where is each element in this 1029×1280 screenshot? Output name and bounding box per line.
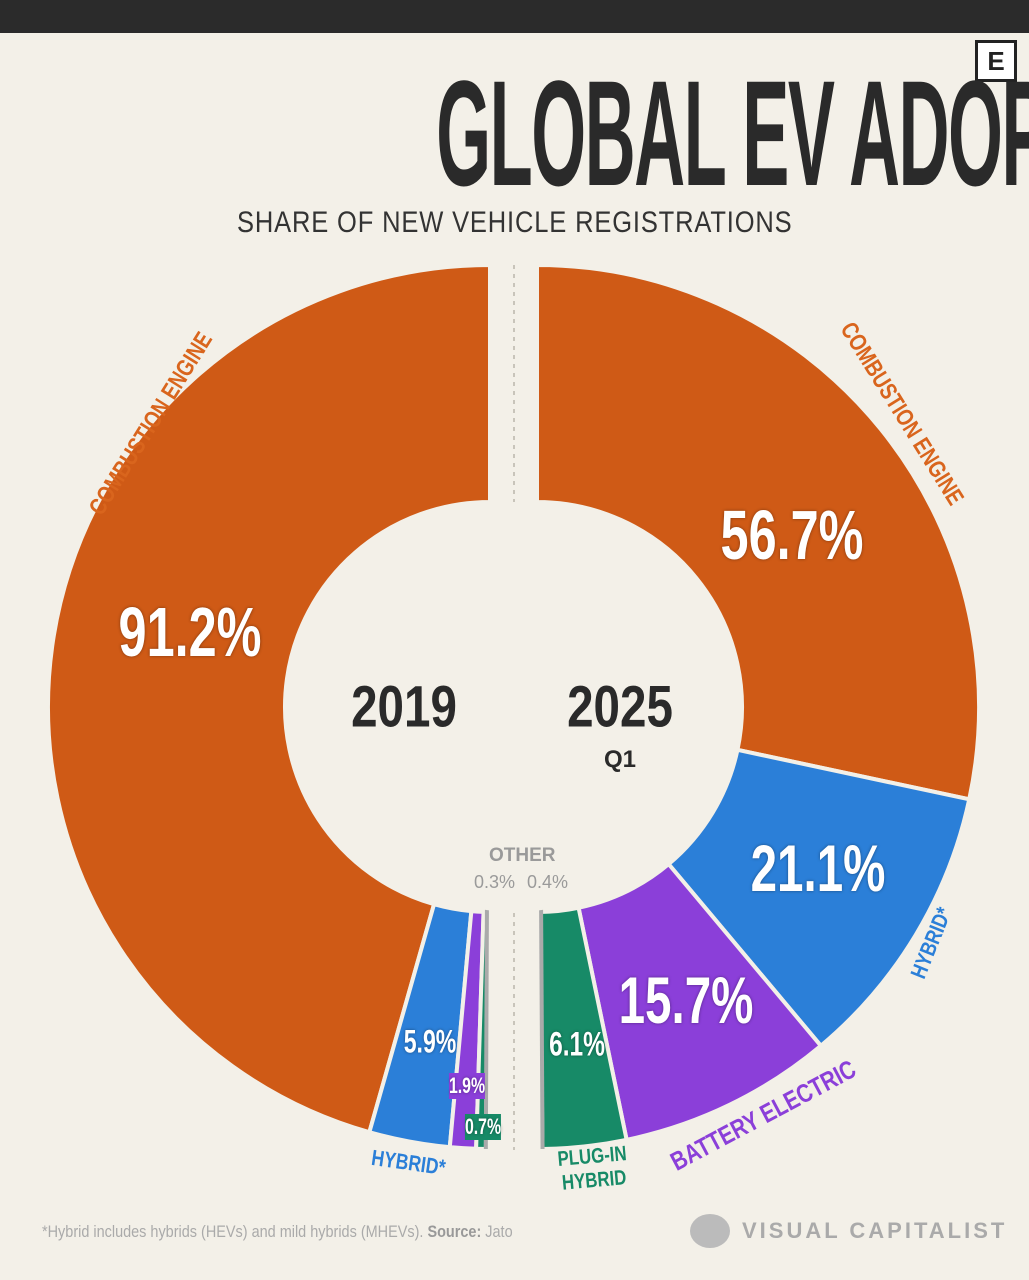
page-subtitle: SHARE OF NEW VEHICLE REGISTRATIONS — [236, 206, 793, 239]
pct-2019-battery: 1.9% — [448, 1073, 486, 1099]
other-label: OTHER — [489, 845, 556, 866]
label-2025-plugin: PLUG-IN HYBRID — [556, 1142, 628, 1195]
pct-2019-hybrid: 5.9% — [403, 1023, 457, 1060]
pct-2025-plugin: 6.1% — [549, 1025, 605, 1064]
brand-logo: VISUAL CAPITALIST — [690, 1214, 1007, 1248]
pct-2019-other: 0.3% — [474, 872, 516, 892]
publisher-logo: E — [975, 40, 1017, 82]
pct-2025-other: 0.4% — [527, 872, 569, 892]
pct-2025-battery: 15.7% — [618, 963, 754, 1037]
pct-2019-combustion: 91.2% — [118, 593, 262, 671]
top-bar — [0, 0, 1029, 33]
pct-2019-plugin: 0.7% — [464, 1114, 502, 1140]
footnote: *Hybrid includes hybrids (HEVs) and mild… — [42, 1222, 513, 1241]
year-2019: 2019 — [351, 674, 457, 740]
slice-2019-combustion — [45, 262, 492, 1135]
pct-2025-hybrid: 21.1% — [750, 831, 886, 905]
period-q1: Q1 — [603, 746, 637, 773]
brand-mark-icon — [690, 1214, 730, 1248]
year-2025: 2025 — [567, 674, 673, 740]
page-title: GLOBAL EV ADOPTION — [436, 49, 1029, 217]
slice-2025-hybrid — [665, 747, 972, 1049]
slice-2025-combustion — [535, 262, 981, 802]
pct-2025-combustion: 56.7% — [720, 496, 864, 574]
donut-hole — [309, 502, 719, 912]
